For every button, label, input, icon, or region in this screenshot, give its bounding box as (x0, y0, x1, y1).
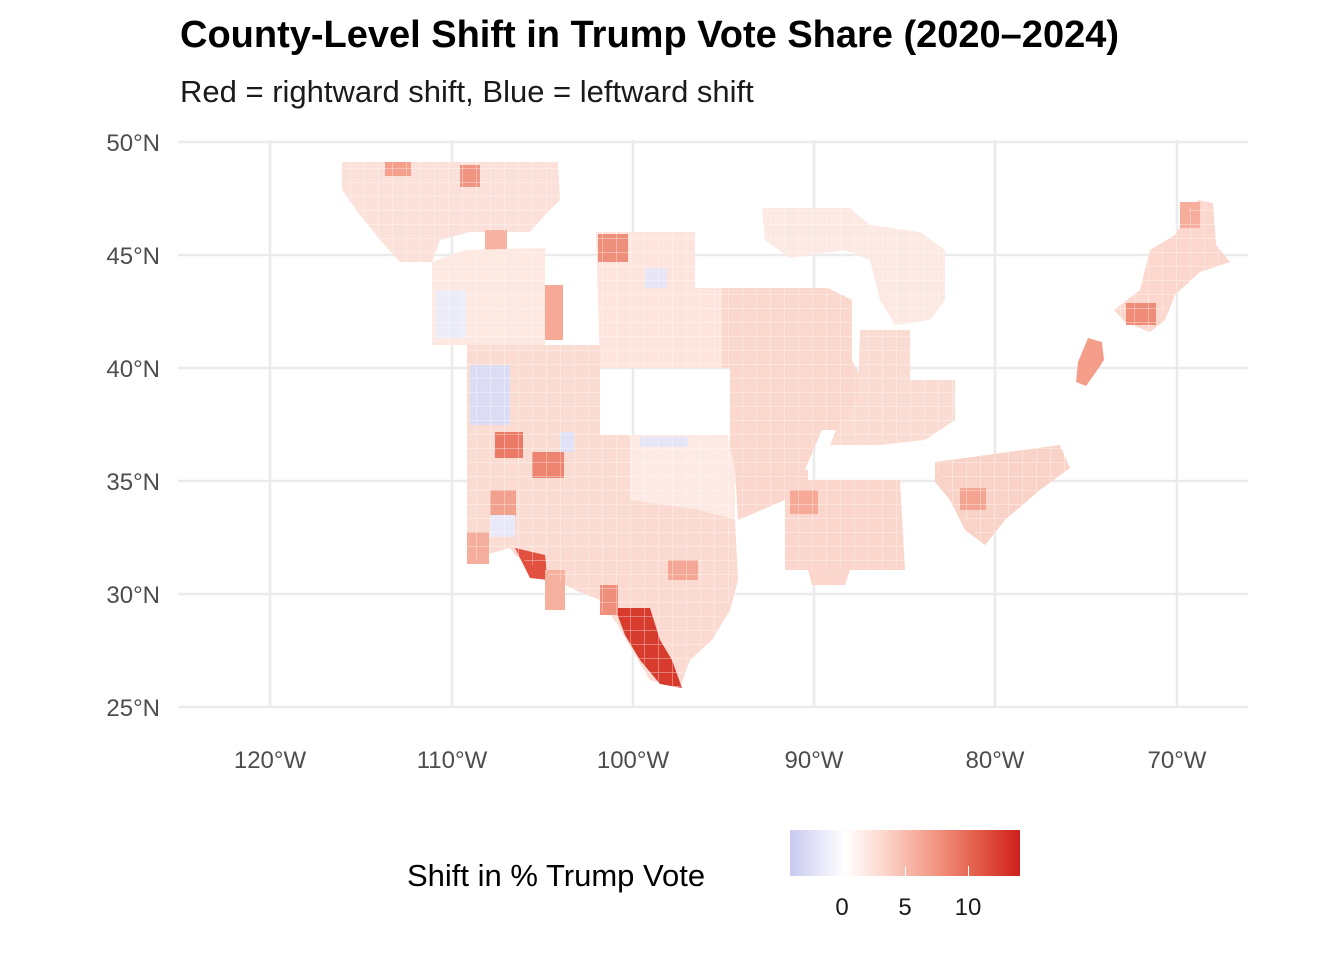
y-tick-label: 25°N (106, 695, 160, 722)
x-tick-label: 90°W (785, 747, 844, 774)
y-tick-label: 45°N (106, 243, 160, 270)
x-tick-label: 120°W (234, 747, 307, 774)
y-axis-ticks: 50°N 45°N 40°N 35°N 30°N 25°N (106, 130, 160, 722)
x-axis-ticks: 120°W 110°W 100°W 90°W 80°W 70°W (234, 747, 1207, 774)
county-hotspot (545, 285, 563, 340)
y-tick-label: 35°N (106, 469, 160, 496)
x-tick-label: 80°W (966, 747, 1025, 774)
legend-tick-label: 10 (954, 894, 982, 921)
legend-tick-mark (842, 866, 843, 876)
legend-tick-mark (905, 866, 906, 876)
legend-tick-label: 0 (835, 894, 849, 921)
x-tick-label: 70°W (1148, 747, 1207, 774)
y-tick-label: 40°N (106, 356, 160, 383)
region-new-jersey (1076, 338, 1104, 386)
x-tick-label: 100°W (597, 747, 670, 774)
county-regions (342, 162, 1230, 688)
y-tick-label: 50°N (106, 130, 160, 157)
y-tick-label: 30°N (106, 582, 160, 609)
legend-title: Shift in % Trump Vote (407, 858, 706, 893)
chart-subtitle: Red = rightward shift, Blue = leftward s… (180, 74, 754, 109)
chart-title: County-Level Shift in Trump Vote Share (… (180, 14, 1119, 56)
legend-tick-mark (968, 866, 969, 876)
x-tick-label: 110°W (417, 747, 488, 774)
county-hotspot (485, 230, 507, 252)
legend-tick-label: 5 (898, 894, 912, 921)
county-boundaries (342, 162, 1230, 688)
